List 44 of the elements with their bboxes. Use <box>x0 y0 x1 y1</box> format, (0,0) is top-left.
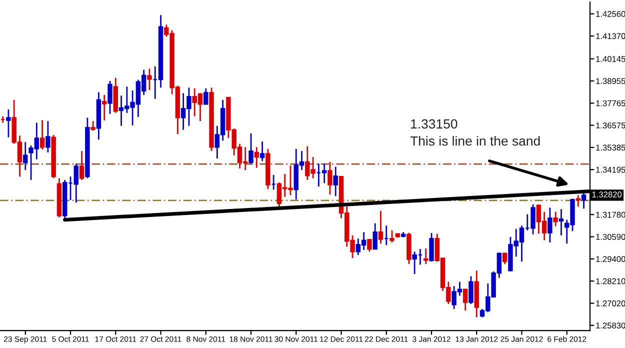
candlestick <box>548 206 552 244</box>
y-tick-label: 1.34195 <box>596 166 625 173</box>
y-tick-label: 1.42560 <box>596 11 625 17</box>
candlestick <box>390 230 394 244</box>
y-tick-label: 1.40145 <box>596 56 625 62</box>
candlestick <box>254 146 260 169</box>
text: 1.32820 <box>592 192 622 198</box>
candlestick <box>204 88 208 106</box>
candlestick <box>40 119 45 150</box>
candlestick <box>90 120 96 132</box>
candlestick <box>6 108 11 138</box>
y-tick-label: 1.31780 <box>596 212 625 218</box>
candlestick <box>102 94 107 122</box>
candlestick <box>424 248 428 265</box>
y-tick-label: 1.36575 <box>596 122 625 128</box>
candlestick <box>462 288 468 312</box>
y-tick-label: 1.27020 <box>596 300 625 306</box>
y-tick-label: 1.30590 <box>596 234 625 240</box>
candlestick <box>108 80 112 115</box>
candlestick <box>581 192 586 210</box>
candlestick <box>248 132 254 164</box>
candlestick <box>468 276 474 305</box>
candlestick <box>260 140 265 162</box>
candlestick <box>372 222 378 250</box>
y-tick-label: 1.35385 <box>596 144 625 151</box>
candlestick <box>333 166 338 197</box>
y-tick-label: 1.41370 <box>596 33 625 40</box>
candlestick <box>328 161 332 196</box>
y-tick-label: 1.37765 <box>596 100 625 106</box>
candlestick <box>553 211 558 228</box>
candlestick <box>378 210 384 244</box>
candlestick <box>576 194 581 208</box>
y-tick-label: 1.25830 <box>596 322 625 328</box>
y-tick-label: 1.38955 <box>596 78 625 84</box>
candlestick <box>23 141 28 171</box>
candlestick <box>79 150 84 181</box>
annotation: 1.33150 This is line in the sand <box>410 119 540 146</box>
candlestick <box>147 68 152 91</box>
candlestick <box>367 238 372 252</box>
candlestick <box>429 232 434 262</box>
y-tick-label: 1.29400 <box>596 256 625 262</box>
candlestick <box>558 208 564 236</box>
y-tick-label: 1.28210 <box>596 278 625 284</box>
candlestick <box>46 120 50 154</box>
